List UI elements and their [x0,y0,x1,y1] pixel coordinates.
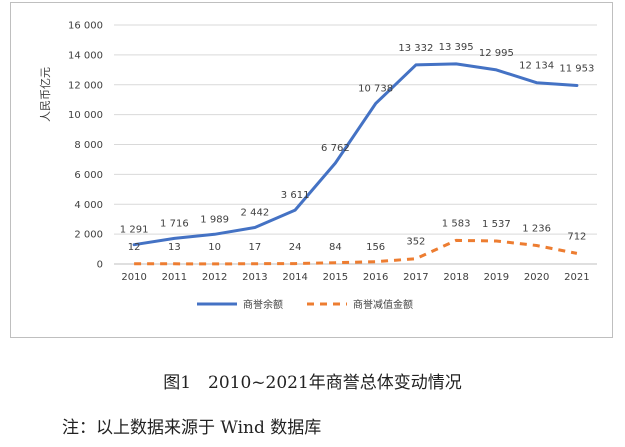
y-tick-label: 0 [97,260,103,271]
x-tick-label: 2013 [242,272,267,283]
y-tick-label: 10 000 [68,110,103,121]
y-tick-label: 6 000 [74,170,103,181]
y-tick-label: 4 000 [74,200,103,211]
y-tick-label: 8 000 [74,140,103,151]
y-tick-label: 16 000 [68,21,103,32]
data-label-impairment: 712 [567,231,586,242]
x-tick-label: 2014 [282,272,307,283]
data-label-impairment: 352 [406,237,425,248]
data-label-balance: 11 953 [559,63,594,74]
data-label-impairment: 10 [208,242,221,253]
x-tick-label: 2018 [443,272,468,283]
x-tick-label: 2016 [363,272,388,283]
x-tick-label: 2019 [484,272,509,283]
data-label-impairment: 156 [366,242,385,253]
data-label-impairment: 1 236 [522,224,551,235]
legend-label-goodwill-impairment: 商誉减值金额 [353,298,413,311]
data-label-balance: 12 995 [479,48,514,59]
data-label-impairment: 1 583 [442,218,471,229]
y-tick-label: 2 000 [74,230,103,241]
data-label-impairment: 13 [168,242,181,253]
chart-frame: 0 2 000 4 000 6 000 8 000 10 000 12 000 14 000 1… [10,2,613,338]
x-tick-label: 2011 [162,272,187,283]
x-tick-label: 2010 [121,272,146,283]
line-chart: 0 2 000 4 000 6 000 8 000 10 000 12 000 14 000 1… [39,21,597,311]
x-tick-label: 2012 [202,272,227,283]
legend-label-goodwill-balance: 商誉余额 [243,298,283,311]
data-label-balance: 1 716 [160,218,189,229]
figure-caption: 图1 2010~2021年商誉总体变动情况 [163,373,462,393]
data-label-impairment: 84 [329,242,342,253]
source-note: 注：以上数据来源于 Wind 数据库 [62,418,322,438]
data-label-balance: 12 134 [519,61,554,72]
x-tick-label: 2017 [403,272,428,283]
data-label-balance: 13 395 [439,42,474,53]
data-label-balance: 10 738 [358,84,393,95]
data-label-impairment: 24 [289,242,302,253]
y-axis-label: 人民币亿元 [39,67,52,122]
data-label-balance: 6 762 [321,143,350,154]
x-tick-label: 2020 [524,272,549,283]
data-label-balance: 13 332 [398,43,433,54]
data-label-impairment: 12 [128,242,141,253]
x-tick-label: 2021 [564,272,589,283]
y-tick-label: 12 000 [68,80,103,91]
data-label-balance: 3 611 [281,190,310,201]
data-label-impairment: 17 [249,242,262,253]
data-label-balance: 1 291 [120,225,149,236]
data-label-balance: 1 989 [200,214,229,225]
series-line-goodwill-balance [132,62,579,247]
y-tick-label: 14 000 [68,50,103,61]
series-line-goodwill-impairment [134,238,578,266]
data-label-balance: 2 442 [241,208,270,219]
data-label-impairment: 1 537 [482,219,511,230]
x-tick-label: 2015 [323,272,348,283]
